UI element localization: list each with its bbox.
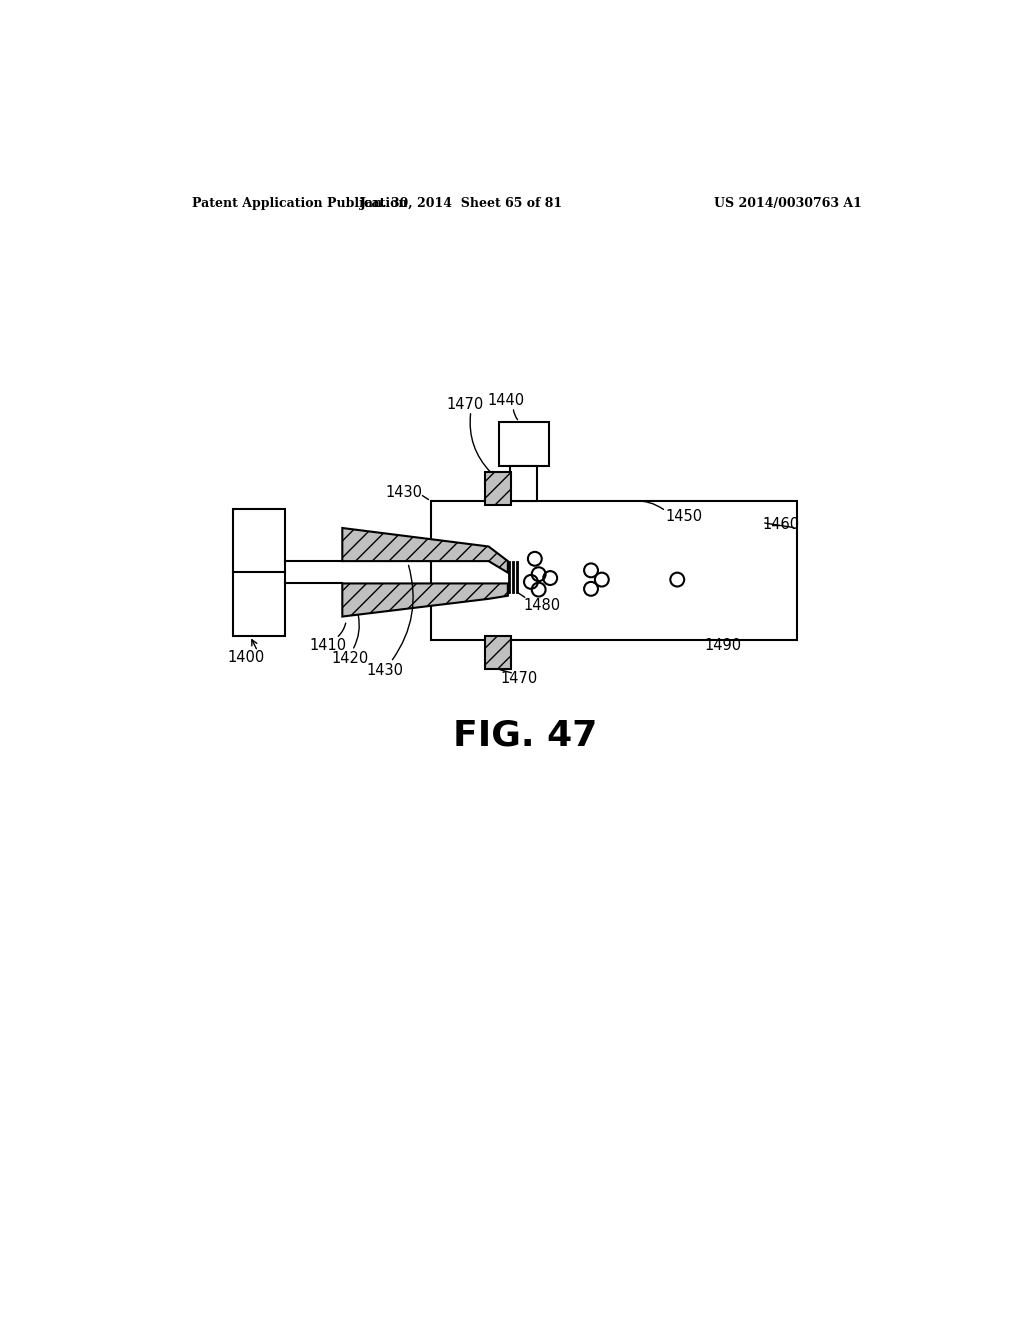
Bar: [499, 422, 549, 466]
Text: 1430: 1430: [385, 484, 423, 500]
Text: 1430: 1430: [367, 663, 403, 678]
Text: 1460: 1460: [762, 516, 799, 532]
Text: 1480: 1480: [523, 598, 560, 612]
Text: Jan. 30, 2014  Sheet 65 of 81: Jan. 30, 2014 Sheet 65 of 81: [360, 197, 563, 210]
Polygon shape: [342, 583, 508, 616]
Text: 1440: 1440: [487, 393, 525, 408]
Text: US 2014/0030763 A1: US 2014/0030763 A1: [714, 197, 862, 210]
Text: 1400: 1400: [227, 649, 264, 665]
Text: 1470: 1470: [446, 397, 484, 412]
Bar: [484, 471, 511, 506]
Text: 1470: 1470: [501, 671, 538, 685]
Text: Patent Application Publication: Patent Application Publication: [193, 197, 408, 210]
Bar: [233, 508, 285, 636]
Text: FIG. 47: FIG. 47: [453, 719, 597, 752]
Bar: [484, 636, 511, 669]
Text: 1410: 1410: [310, 638, 347, 652]
Bar: [431, 502, 797, 640]
Bar: [510, 466, 538, 502]
Text: 1490: 1490: [705, 638, 741, 652]
Polygon shape: [342, 528, 508, 573]
Text: 1450: 1450: [666, 510, 702, 524]
Text: 1420: 1420: [332, 651, 369, 667]
